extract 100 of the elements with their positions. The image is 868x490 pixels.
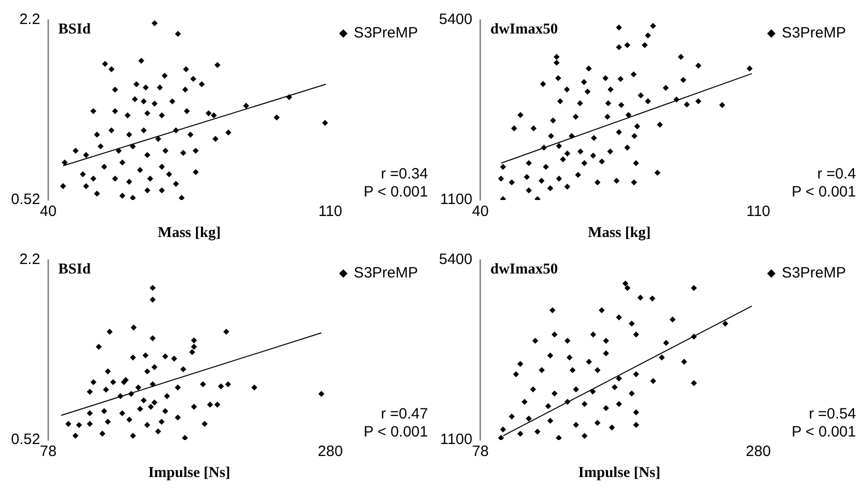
- point: [552, 332, 558, 338]
- y-tick-label: 1100: [440, 191, 472, 208]
- y-tick-label: 0.52: [10, 191, 40, 208]
- point: [633, 371, 640, 378]
- point: [517, 430, 524, 437]
- y-tick-label: 5400: [438, 11, 472, 28]
- point: [150, 296, 156, 303]
- point: [690, 334, 697, 340]
- legend-label: S3PreMP: [354, 264, 418, 282]
- point: [513, 371, 520, 378]
- point: [552, 390, 558, 397]
- point: [628, 390, 635, 397]
- point: [106, 328, 113, 335]
- point: [130, 324, 137, 330]
- point: [522, 398, 528, 405]
- point: [120, 379, 127, 386]
- point: [65, 420, 72, 427]
- point: [612, 384, 618, 390]
- point: [564, 398, 570, 405]
- point: [128, 390, 134, 397]
- point: [90, 379, 96, 386]
- x-axis-title: Mass [kg]: [588, 224, 651, 241]
- point: [103, 386, 110, 393]
- point: [526, 416, 532, 422]
- point: [616, 401, 622, 407]
- point: [608, 424, 615, 430]
- point: [602, 405, 609, 412]
- x-axis-title: Impulse [Ns]: [578, 464, 660, 481]
- legend-label: S3PreMP: [782, 24, 846, 42]
- text: P < 0.001: [364, 424, 428, 441]
- point: [658, 354, 665, 361]
- point: [508, 414, 515, 420]
- point: [590, 332, 596, 338]
- point: [191, 337, 197, 344]
- point: [663, 340, 670, 346]
- point: [633, 409, 640, 416]
- point: [148, 404, 154, 410]
- x-tick-label: 110: [746, 203, 770, 220]
- point: [150, 284, 156, 291]
- point: [126, 416, 132, 423]
- text: P < 0.001: [364, 184, 428, 201]
- point: [582, 401, 588, 407]
- point: [628, 320, 635, 327]
- point: [616, 314, 622, 320]
- chart-title: dwImax50: [490, 21, 558, 38]
- point: [500, 426, 506, 433]
- point: [530, 386, 536, 392]
- point: [150, 381, 156, 388]
- point: [155, 428, 162, 434]
- text: r =0.4: [817, 166, 856, 183]
- point: [690, 285, 697, 292]
- point: [602, 350, 609, 356]
- point: [164, 393, 170, 400]
- x-axis-title: Mass [kg]: [158, 224, 221, 241]
- point: [538, 367, 545, 374]
- point: [547, 352, 554, 358]
- x-axis-title: Impulse [Ns]: [148, 464, 230, 481]
- x-tick-label: 40: [40, 203, 57, 220]
- y-tick-label: 1100: [440, 431, 472, 448]
- legend-label: S3PreMP: [782, 264, 846, 282]
- x-tick-label: 40: [472, 203, 489, 220]
- x-tick-label: 110: [318, 203, 342, 220]
- point: [637, 294, 644, 301]
- point: [189, 349, 196, 356]
- point: [556, 434, 562, 440]
- point: [534, 428, 540, 435]
- point: [151, 364, 158, 370]
- point: [180, 366, 186, 372]
- point: [119, 410, 126, 416]
- point: [142, 352, 149, 358]
- chart-title: dwImax50: [490, 261, 558, 278]
- point: [564, 338, 570, 344]
- text: P < 0.001: [792, 184, 856, 201]
- point: [498, 434, 504, 440]
- point: [633, 422, 640, 428]
- point: [722, 320, 728, 327]
- point: [225, 381, 232, 388]
- point: [110, 379, 116, 386]
- point: [616, 375, 622, 382]
- point: [532, 338, 538, 344]
- point: [590, 388, 596, 394]
- point: [650, 378, 656, 384]
- point: [318, 390, 324, 397]
- point: [586, 358, 592, 365]
- point: [151, 400, 158, 406]
- point: [566, 354, 573, 361]
- point: [162, 408, 168, 414]
- point: [76, 422, 82, 428]
- point: [135, 384, 142, 390]
- point: [214, 402, 220, 408]
- point: [547, 418, 554, 424]
- point: [572, 422, 579, 428]
- point: [223, 328, 230, 335]
- point: [622, 280, 628, 286]
- point: [200, 381, 206, 388]
- point: [594, 420, 600, 426]
- point: [207, 402, 214, 408]
- point: [191, 344, 197, 350]
- point: [101, 408, 108, 414]
- point: [144, 422, 150, 428]
